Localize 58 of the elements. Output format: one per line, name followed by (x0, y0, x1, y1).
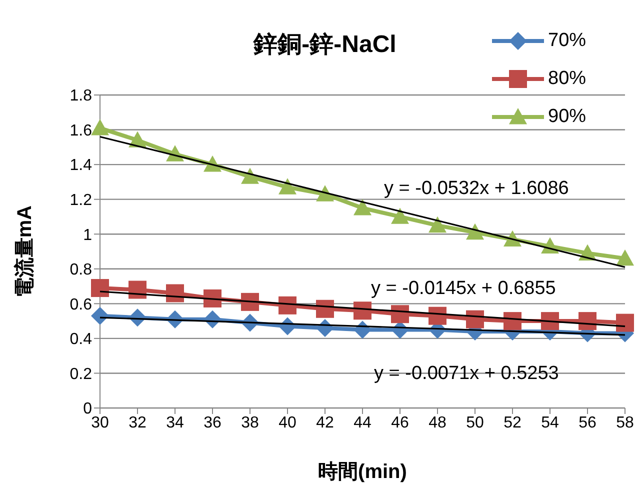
x-tick-label: 36 (204, 414, 222, 432)
x-tick-label: 58 (616, 414, 634, 432)
point (541, 312, 559, 330)
point (504, 312, 522, 330)
x-tick-label: 48 (428, 414, 446, 432)
point (278, 296, 296, 314)
y-tick-label: 1.6 (70, 122, 92, 140)
y-tick-label: 1 (83, 226, 92, 244)
legend-label: 90% (548, 106, 586, 128)
y-tick-label: 1.2 (70, 192, 92, 210)
point (354, 199, 372, 216)
x-tick-label: 52 (504, 414, 522, 432)
x-tick-label: 54 (541, 414, 559, 432)
point (391, 208, 409, 224)
y-axis-title: 電流量mA (13, 205, 36, 298)
x-tick-label: 34 (166, 414, 184, 432)
x-tick-label: 56 (578, 414, 596, 432)
x-tick-label: 30 (91, 414, 109, 432)
point (128, 280, 146, 299)
point (578, 312, 596, 330)
y-tick-label: 0 (83, 400, 92, 418)
annotation: y = -0.0071x + 0.5253 (374, 363, 559, 385)
point (616, 314, 634, 332)
point (278, 178, 296, 194)
point (616, 249, 634, 266)
y-tick-label: 0.4 (70, 331, 92, 348)
point (166, 284, 184, 302)
x-tick-label: 38 (241, 414, 259, 432)
legend-label: 70% (548, 30, 586, 52)
point (91, 119, 109, 136)
point (428, 216, 446, 233)
point (316, 300, 334, 318)
y-tick-label: 1.8 (70, 88, 92, 105)
y-tick-label: 1.4 (70, 157, 92, 174)
point (354, 302, 372, 320)
point (428, 306, 446, 325)
point (91, 279, 109, 298)
x-tick-label: 46 (391, 414, 409, 432)
x-tick-label: 32 (128, 414, 146, 432)
point (241, 292, 259, 311)
point (241, 168, 259, 184)
annotation: y = -0.0532x + 1.6086 (384, 178, 569, 200)
point (466, 310, 484, 328)
chart-title: 鋅銅-鋅-NaCl (252, 30, 398, 60)
annotation: y = -0.0145x + 0.6855 (371, 278, 556, 300)
y-tick-label: 0.6 (70, 296, 92, 314)
x-tick-label: 44 (354, 414, 372, 432)
y-tick-label: 0.8 (70, 262, 92, 279)
y-tick-label: 0.2 (70, 366, 92, 383)
point (391, 305, 409, 324)
point (354, 320, 372, 339)
x-tick-label: 40 (278, 414, 296, 432)
legend-label: 80% (548, 68, 586, 90)
point (204, 289, 222, 308)
point (91, 306, 109, 325)
x-axis-title: 時間(min) (318, 461, 407, 483)
x-tick-label: 50 (466, 414, 484, 432)
x-tick-label: 42 (316, 414, 334, 432)
